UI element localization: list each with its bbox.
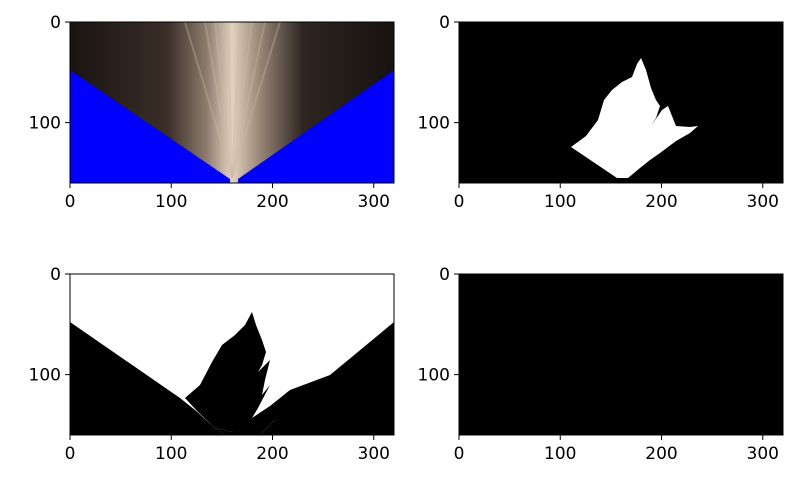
- mask-blob: [571, 58, 698, 178]
- y-tick-label: 0: [50, 13, 61, 33]
- y-tick-label: 100: [29, 114, 61, 134]
- panel-mask-blob: [458, 21, 784, 184]
- x-tick-label: 200: [256, 444, 288, 464]
- axis-ticks: 0 100 200 300 0 100 0 100 200 300 0 100 0 100 200 300 0 1…: [29, 13, 779, 464]
- y-tick-label: 100: [418, 114, 450, 134]
- x-tick-label: 200: [256, 192, 288, 212]
- y-tick-label: 100: [29, 366, 61, 386]
- blue-fill-right: [238, 70, 394, 183]
- panel-warped-image: [69, 21, 395, 184]
- x-tick-label: 100: [544, 192, 576, 212]
- panel-frame: [69, 273, 395, 436]
- black-region-left: [70, 322, 225, 435]
- y-tick-label: 100: [418, 366, 450, 386]
- panel-frame: [69, 21, 395, 184]
- x-tick-label: 100: [544, 444, 576, 464]
- y-tick-label: 0: [50, 265, 61, 285]
- x-tick-label: 0: [65, 192, 76, 212]
- panel-mask-region: [69, 273, 395, 436]
- blue-fill-left: [70, 70, 230, 183]
- x-tick-label: 300: [747, 192, 779, 212]
- panel-frame: [458, 21, 784, 184]
- panel-black: [458, 273, 784, 436]
- panel-frame: [458, 273, 784, 436]
- y-tick-label: 0: [439, 13, 450, 33]
- x-tick-label: 200: [645, 192, 677, 212]
- x-tick-label: 0: [454, 192, 465, 212]
- black-region-bottom: [215, 375, 340, 435]
- x-tick-label: 100: [155, 444, 187, 464]
- x-tick-label: 200: [645, 444, 677, 464]
- warped-photo-streaks: [184, 21, 281, 179]
- black-blob: [185, 312, 270, 432]
- x-tick-label: 300: [358, 192, 390, 212]
- x-tick-label: 300: [747, 444, 779, 464]
- black-image: [459, 274, 783, 435]
- x-tick-label: 100: [155, 192, 187, 212]
- x-tick-label: 0: [454, 444, 465, 464]
- y-tick-label: 0: [439, 265, 450, 285]
- x-tick-label: 300: [358, 444, 390, 464]
- x-tick-label: 0: [65, 444, 76, 464]
